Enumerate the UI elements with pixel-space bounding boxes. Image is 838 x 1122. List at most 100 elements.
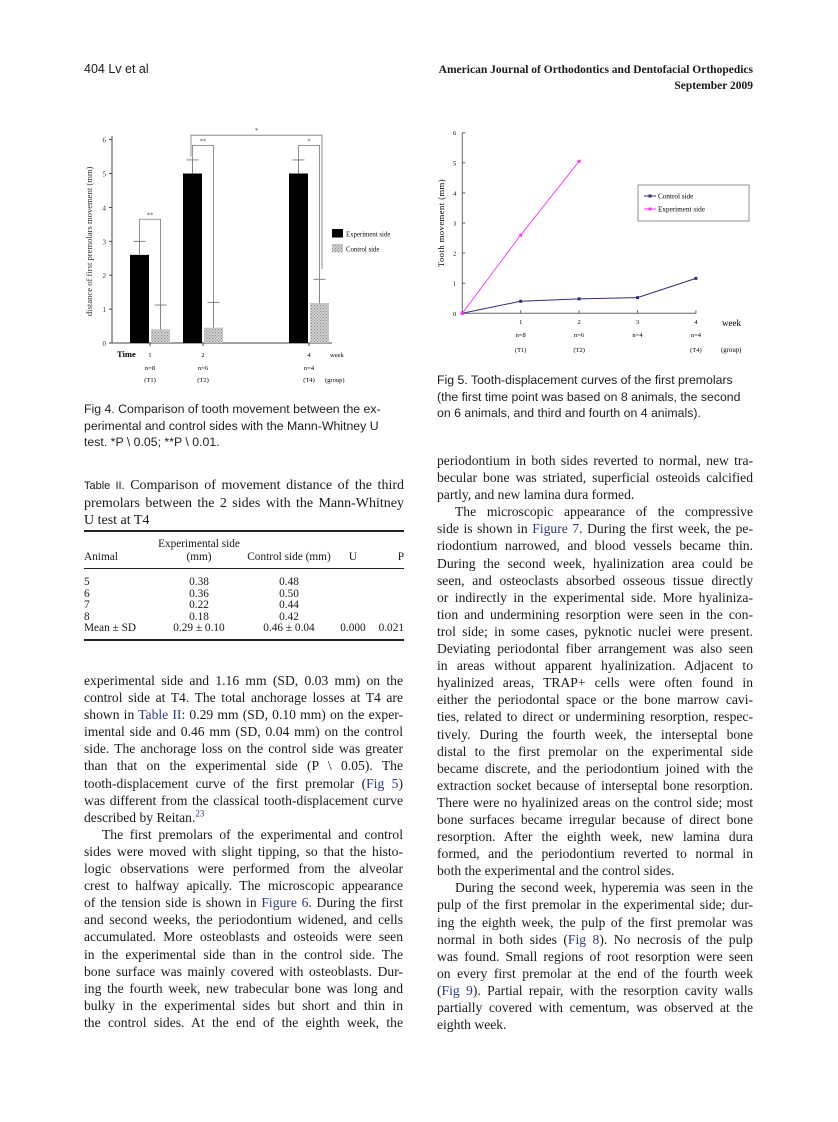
y-tick-label: 1 <box>453 281 456 288</box>
col-experimental: Experimental side (mm) <box>158 538 240 563</box>
experiment-line <box>461 161 580 314</box>
journal-name: American Journal of Orthodontics and Den… <box>438 64 753 76</box>
y-axis-label: distance of first premolars movement (mm… <box>84 166 94 316</box>
significance-marker: ** <box>147 211 155 219</box>
table-2: Animal Experimental side (mm) Control si… <box>84 530 404 641</box>
cross-reference-link[interactable]: Fig 5 <box>366 775 399 791</box>
table-cell: 0.42 <box>279 610 299 623</box>
table-cell: 0.000 <box>340 622 366 634</box>
text-line: extraction socket because of interseptal… <box>437 777 753 793</box>
legend-marker <box>648 194 652 198</box>
experiment-bar <box>130 254 149 343</box>
text-line: During the second week, hyalinization ar… <box>437 555 753 571</box>
figure-4-bar-chart: 0 1 2 3 4 5 6 distance of first premolars movem… <box>84 127 390 384</box>
cross-reference-link[interactable]: Figure 6 <box>261 895 309 911</box>
text-line: in areas without apparent hyalinization.… <box>437 658 753 674</box>
figure-5-caption: Fig 5. Tooth-displacement curves of the … <box>437 372 757 422</box>
text-line: riodontium narrowed, and blood vessels b… <box>437 538 753 554</box>
caption-line: test. *P \ 0.05; **P \ 0.01. <box>84 435 220 449</box>
table-label: Table II. <box>84 480 125 492</box>
n-label: n=4 <box>691 332 702 339</box>
cross-reference-link[interactable]: Fig 8 <box>567 931 600 947</box>
text-line: tion and undermining resorption were see… <box>437 606 753 622</box>
table-cell: 8 <box>84 610 90 623</box>
text-line: tively. During the fourth week, the inte… <box>437 726 753 742</box>
text-line: became discrete, and the periodontium jo… <box>437 760 753 776</box>
y-axis-label: Tooth movement (mm) <box>436 179 446 267</box>
text-line: seen, and osteoclasts absorbed osseous t… <box>437 572 753 588</box>
group-tick-label: (T4) <box>303 377 315 384</box>
y-tick-label: 3 <box>453 221 456 228</box>
legend-label: Control side <box>658 193 693 201</box>
table-cell <box>372 589 404 601</box>
text-line: on every first premolar at the end of th… <box>437 965 753 981</box>
text-line: hyalinized areas, TRAP+ cells were often… <box>437 675 753 691</box>
text-line: bulky in the experimental sides but shor… <box>84 997 403 1013</box>
text-line: The microscopic appearance of the compre… <box>455 504 753 520</box>
group-tick-label: (T4) <box>690 347 702 354</box>
col-control: Control side (mm) <box>247 551 331 563</box>
text-line: was found. Small regions of root resorpt… <box>437 948 753 964</box>
text-line: or indirectly in the experimental side. … <box>437 589 753 605</box>
table-cell: 0.36 <box>189 587 209 600</box>
table-row: Mean ± SD 0.29 ± 0.10 0.46 ± 0.04 0.000 0.02… <box>84 622 404 640</box>
y-tick-label: 2 <box>453 251 456 258</box>
y-tick-label: 0 <box>103 340 107 348</box>
text-line: (Fig 9). Partial repair, with the resorp… <box>437 982 753 998</box>
text-line: experimental side and 1.16 mm (SD, 0.03 … <box>84 673 403 688</box>
table-cell: 0.44 <box>279 599 299 611</box>
table-header-row: Animal Experimental side (mm) Control si… <box>84 531 404 569</box>
text-line: in the experimental side than in the con… <box>84 946 403 962</box>
text-line: distal to the first premolar on the expe… <box>437 743 753 759</box>
n-label: n=6 <box>198 365 209 372</box>
x-tick-label: 2 <box>577 319 580 326</box>
reference-citation[interactable]: 23 <box>195 808 205 819</box>
text-line: Deviating periodontal fiber arrangement … <box>437 641 753 657</box>
cross-reference-link[interactable]: Fig 9 <box>441 982 473 998</box>
text-line: tooth-displacement curve of the first pr… <box>84 775 403 791</box>
table-cell <box>372 569 404 589</box>
x-prefix-label: Time <box>117 349 136 359</box>
text-line: was different from the classical tooth-d… <box>84 792 403 808</box>
running-header: American Journal of Orthodontics and Den… <box>439 62 753 94</box>
page-number-author: 404 Lv et al <box>84 62 149 76</box>
group-tick-label: (T2) <box>197 377 209 384</box>
legend-label: Experiment side <box>346 232 390 239</box>
text-line: bone surfaces became irregular because o… <box>437 811 753 827</box>
x-unit-label: week <box>330 352 344 359</box>
y-tick-label: 5 <box>103 171 107 179</box>
control-bar <box>204 327 223 343</box>
text-line: logic observations were performed from t… <box>84 861 403 877</box>
legend-box <box>637 184 750 222</box>
y-tick-label: 5 <box>453 160 456 167</box>
table-cell: 0.38 <box>189 576 209 588</box>
significance-bracket <box>190 134 323 270</box>
caption-line: Fig 4. Comparison of tooth movement betw… <box>84 402 381 416</box>
table-cell: 0.46 ± 0.04 <box>263 622 315 634</box>
y-tick-label: 0 <box>453 311 456 318</box>
figure-4-caption: Fig 4. Comparison of tooth movement betw… <box>84 401 406 451</box>
table-cell: 6 <box>84 587 90 600</box>
text-line: ing the eighth week, the pulp of the fir… <box>437 914 753 930</box>
text-line: The first premolars of the experimental … <box>102 826 403 842</box>
caption-line: (the first time point was based on 8 ani… <box>437 389 741 404</box>
text-line: eighth week. <box>437 1017 507 1033</box>
text-line: During the second week, hyperemia was se… <box>455 880 753 896</box>
significance-bracket <box>298 144 320 280</box>
table-cell: 5 <box>84 576 90 588</box>
cross-reference-link[interactable]: Table II <box>138 707 182 723</box>
n-label: n=4 <box>304 365 315 372</box>
y-tick-label: 4 <box>103 204 107 212</box>
table-cell: 0.18 <box>189 610 209 623</box>
figure-5-line-chart: 0 1 2 3 4 5 6 Tooth movement (mm) 1 n=8 (T1) 2 n=6 (T… <box>436 130 750 354</box>
group-label: (group) <box>325 377 345 384</box>
legend-swatch <box>332 229 343 238</box>
n-label: n=8 <box>145 365 155 372</box>
group-tick-label: (T1) <box>144 377 156 384</box>
table-cell <box>372 600 404 612</box>
experiment-bar <box>289 173 308 343</box>
significance-bracket <box>139 218 161 306</box>
table-cell: 0.29 ± 0.10 <box>173 622 225 634</box>
cross-reference-link[interactable]: Figure 7 <box>532 521 580 537</box>
group-tick-label: (T2) <box>573 347 585 354</box>
